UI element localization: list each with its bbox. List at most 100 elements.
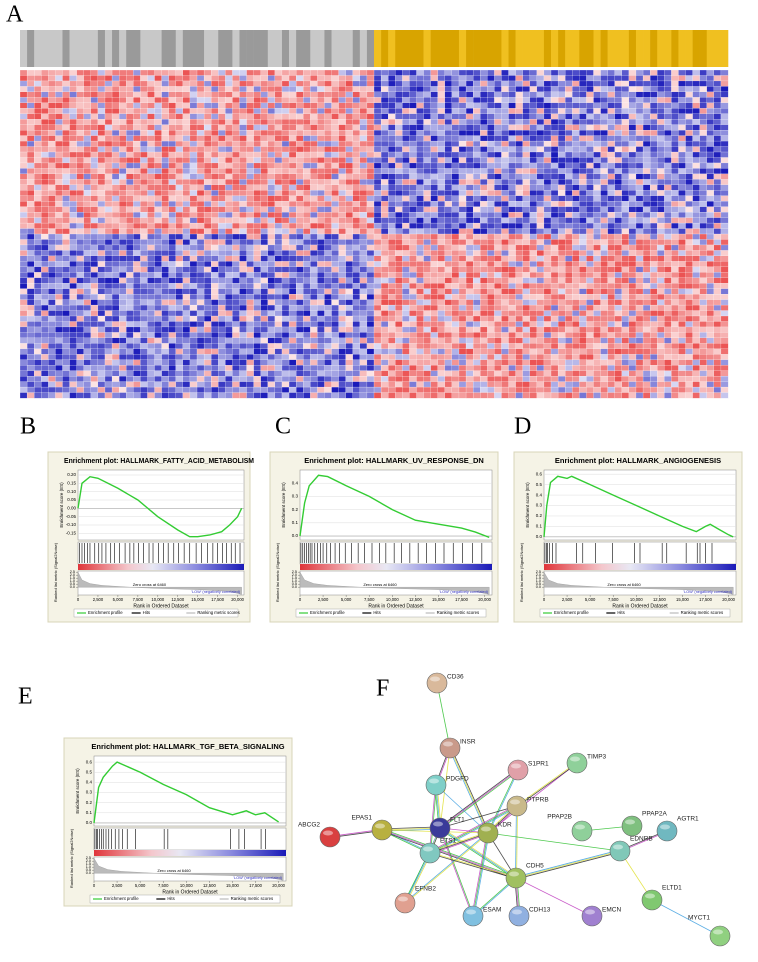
- heatmap-cell: [189, 277, 198, 284]
- heatmap-cell: [41, 326, 49, 333]
- heatmap-cell: [635, 184, 644, 191]
- heatmap-cell: [34, 255, 42, 262]
- heatmap-cell: [62, 140, 70, 147]
- heatmap-cell: [487, 332, 495, 339]
- heatmap-cell: [76, 206, 85, 213]
- heatmap-cell: [274, 146, 283, 153]
- heatmap-cell: [196, 151, 205, 158]
- heatmap-cell: [175, 288, 184, 295]
- heatmap-cell: [642, 299, 651, 306]
- heatmap-cell: [76, 228, 85, 235]
- heatmap-cell: [423, 206, 432, 213]
- heatmap-cell: [402, 97, 410, 104]
- heatmap-cell: [161, 162, 170, 169]
- heatmap-cell: [373, 184, 382, 191]
- heatmap-cell: [600, 304, 609, 311]
- heatmap-cell: [26, 173, 35, 180]
- heatmap-cell: [557, 140, 566, 147]
- heatmap-cell: [295, 250, 304, 257]
- heatmap-cell: [225, 102, 233, 109]
- heatmap-cell: [657, 201, 665, 208]
- heatmap-cell: [338, 255, 347, 262]
- heatmap-cell: [614, 266, 623, 273]
- heatmap-cell: [501, 86, 509, 93]
- heatmap-cell: [437, 179, 446, 186]
- heatmap-cell: [380, 266, 389, 273]
- heatmap-cell: [522, 190, 531, 197]
- heatmap-cell: [140, 315, 148, 322]
- heatmap-cell: [437, 119, 446, 126]
- heatmap-cell: [133, 130, 141, 137]
- heatmap-cell: [388, 304, 396, 311]
- heatmap-cell: [692, 299, 701, 306]
- heatmap-cell: [253, 146, 262, 153]
- heatmap-cell: [196, 217, 205, 224]
- heatmap-cell: [402, 151, 410, 158]
- heatmap-cell: [685, 91, 694, 98]
- heatmap-cell: [480, 113, 488, 120]
- heatmap-cell: [388, 228, 396, 235]
- heatmap-cell: [111, 272, 120, 279]
- heatmap-cell: [225, 244, 233, 251]
- heatmap-cell: [458, 190, 467, 197]
- heatmap-cell: [380, 222, 389, 229]
- heatmap-cell: [83, 255, 92, 262]
- heatmap-cell: [126, 146, 134, 153]
- heatmap-cell: [444, 315, 453, 322]
- heatmap-cell: [607, 151, 616, 158]
- heatmap-cell: [211, 119, 219, 126]
- heatmap-cell: [402, 201, 410, 208]
- heatmap-cell: [664, 69, 672, 76]
- heatmap-cell: [126, 119, 134, 126]
- heatmap-cell: [104, 86, 113, 93]
- heatmap-cell: [352, 119, 361, 126]
- heatmap-cell: [331, 304, 340, 311]
- heatmap-cell: [628, 124, 637, 131]
- heatmap-cell: [402, 294, 410, 301]
- heatmap-cell: [126, 157, 134, 164]
- heatmap-cell: [579, 266, 587, 273]
- heatmap-cell: [380, 310, 389, 317]
- heatmap-cell: [557, 233, 566, 240]
- heatmap-cell: [720, 190, 729, 197]
- heatmap-cell: [246, 250, 255, 257]
- heatmap-cell: [338, 212, 347, 219]
- heatmap-cell: [324, 261, 332, 268]
- heatmap-cell: [657, 179, 665, 186]
- heatmap-cell: [607, 179, 616, 186]
- heatmap-cell: [642, 310, 651, 317]
- heatmap-cell: [168, 140, 177, 147]
- heatmap-cell: [232, 140, 240, 147]
- heatmap-cell: [635, 255, 644, 262]
- heatmap-cell: [310, 206, 318, 213]
- heatmap-cell: [720, 304, 729, 311]
- heatmap-cell: [69, 102, 78, 109]
- heatmap-cell: [26, 195, 35, 202]
- heatmap-cell: [508, 239, 517, 246]
- heatmap-cell: [699, 86, 708, 93]
- heatmap-cell: [366, 321, 375, 328]
- heatmap-cell: [487, 140, 495, 147]
- heatmap-cell: [536, 299, 545, 306]
- heatmap-cell: [572, 102, 580, 109]
- heatmap-cell: [487, 310, 495, 317]
- heatmap-cell: [515, 162, 524, 169]
- heatmap-cell: [621, 315, 630, 322]
- heatmap-cell: [508, 140, 517, 147]
- heatmap-cell: [133, 108, 141, 115]
- heatmap-cell: [607, 261, 616, 268]
- heatmap-cell: [508, 212, 517, 219]
- heatmap-cell: [480, 157, 488, 164]
- heatmap-cell: [161, 184, 170, 191]
- heatmap-cell: [19, 168, 28, 175]
- heatmap-cell: [267, 195, 276, 202]
- heatmap-cell: [140, 212, 148, 219]
- heatmap-cell: [671, 80, 679, 87]
- heatmap-cell: [635, 239, 644, 246]
- heatmap-cell: [126, 130, 134, 137]
- heatmap-cell: [713, 91, 722, 98]
- annotation-cell: [501, 30, 509, 67]
- heatmap-cell: [635, 80, 644, 87]
- heatmap-cell: [239, 130, 247, 137]
- heatmap-cell: [62, 326, 70, 333]
